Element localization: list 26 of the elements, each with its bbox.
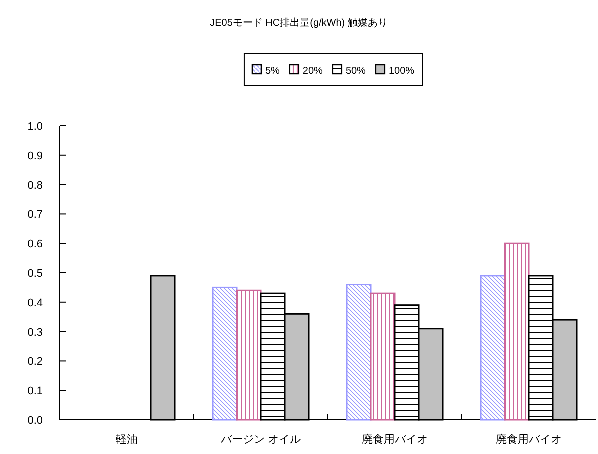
chart-title: JE05モード HC排出量(g/kWh) 触媒あり [210, 17, 388, 29]
y-tick-label: 0.8 [28, 180, 43, 192]
bar [370, 292, 396, 421]
y-tick-label: 0.9 [28, 150, 43, 162]
x-tick-label: 軽油 [116, 433, 138, 446]
y-tick-label: 0.0 [28, 415, 43, 427]
y-tick-label: 0.2 [28, 356, 43, 368]
bar [212, 286, 238, 421]
bar [504, 242, 530, 421]
legend-label: 20% [302, 66, 324, 77]
bar [346, 284, 372, 421]
y-tick-label: 0.7 [28, 209, 43, 222]
y-tick-label: 1.0 [28, 121, 43, 133]
y-tick-label: 0.1 [28, 386, 43, 398]
bar [236, 290, 262, 421]
x-tick-label: 廃食用バイオ [362, 433, 428, 446]
y-tick-label: 0.4 [28, 297, 43, 310]
legend-label: 50% [346, 66, 366, 77]
y-tick-label: 0.3 [28, 326, 43, 339]
x-tick-label: バージン オイル [220, 434, 302, 446]
x-tick-label: 廃食用バイオ [496, 433, 562, 446]
legend-label: 100% [388, 66, 415, 77]
bar [480, 275, 506, 421]
y-tick-label: 0.5 [28, 268, 43, 280]
legend-label: 5% [265, 66, 280, 77]
y-tick-label: 0.6 [28, 238, 43, 251]
